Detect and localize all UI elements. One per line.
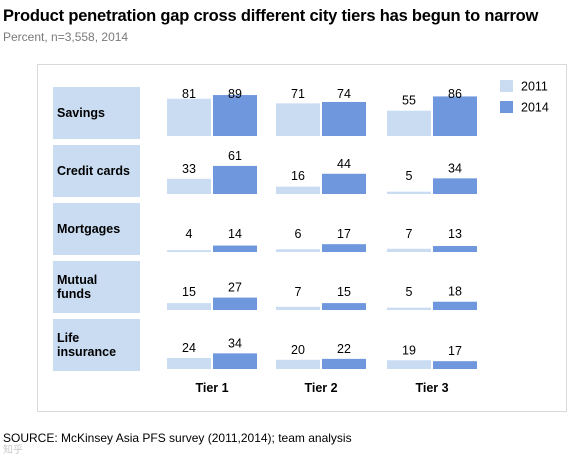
product-label: Savings [57, 106, 105, 120]
data-label-2011: 7 [406, 227, 413, 241]
data-label-2011: 4 [186, 227, 193, 241]
bar-2014 [322, 173, 366, 194]
legend-swatch [500, 80, 513, 92]
product-label: funds [57, 287, 91, 301]
data-label-2011: 15 [182, 285, 196, 299]
data-label-2014: 27 [228, 281, 242, 295]
bar-2014 [322, 244, 366, 252]
product-label-panel [53, 319, 140, 371]
bar-2014 [322, 358, 366, 369]
bar-2011 [387, 110, 431, 136]
bar-2014 [433, 178, 477, 194]
bar-2014 [433, 361, 477, 369]
bar-2014 [433, 246, 477, 252]
data-label-2014: 34 [448, 161, 462, 175]
data-label-2011: 6 [295, 227, 302, 241]
chart-frame [37, 64, 567, 412]
chart-subtitle: Percent, n=3,558, 2014 [3, 30, 129, 44]
bar-2011 [276, 306, 320, 310]
data-label-2011: 55 [402, 94, 416, 108]
data-label-2014: 22 [337, 342, 351, 356]
bar-2014 [322, 303, 366, 310]
bar-2011 [167, 98, 211, 136]
legend-swatch [500, 101, 513, 113]
source-note: SOURCE: McKinsey Asia PFS survey (2011,2… [3, 431, 352, 445]
data-label-2014: 15 [337, 285, 351, 299]
data-label-2011: 19 [402, 343, 416, 357]
product-label: insurance [57, 345, 116, 359]
product-label-panel [53, 145, 140, 197]
bar-2014 [322, 101, 366, 136]
chart-title: Product penetration gap cross different … [3, 7, 539, 25]
bar-2014 [213, 353, 257, 369]
data-label-2014: 86 [448, 87, 462, 101]
bar-2011 [387, 248, 431, 252]
data-label-2014: 17 [448, 344, 462, 358]
bar-2011 [387, 360, 431, 369]
bar-2011 [167, 178, 211, 194]
data-label-2014: 18 [448, 285, 462, 299]
product-label: Life [57, 331, 79, 345]
bar-2014 [213, 95, 257, 136]
product-label: Mortgages [57, 222, 120, 236]
product-label-panel [53, 87, 140, 139]
product-label: Mutual [57, 273, 97, 287]
tier-label: Tier 3 [415, 381, 448, 395]
data-label-2014: 61 [228, 149, 242, 163]
bar-2011 [276, 359, 320, 369]
product-label: Credit cards [57, 164, 130, 178]
bar-2014 [213, 165, 257, 194]
product-label-panel [53, 261, 140, 313]
data-label-2011: 71 [291, 87, 305, 101]
data-label-2014: 74 [337, 87, 351, 101]
bar-2011 [276, 186, 320, 194]
tier-label: Tier 2 [304, 381, 337, 395]
data-label-2014: 14 [228, 227, 242, 241]
bar-2011 [167, 357, 211, 369]
data-label-2011: 20 [291, 343, 305, 357]
data-label-2014: 17 [337, 227, 351, 241]
data-label-2011: 7 [295, 285, 302, 299]
bar-2014 [433, 301, 477, 310]
data-label-2011: 5 [406, 169, 413, 183]
legend-label: 2014 [521, 101, 549, 115]
data-label-2014: 13 [448, 227, 462, 241]
legend-label: 2011 [521, 80, 548, 94]
data-label-2014: 34 [228, 336, 242, 350]
bar-2011 [276, 249, 320, 252]
data-label-2011: 16 [291, 169, 305, 183]
bar-2011 [167, 303, 211, 310]
bar-2014 [213, 245, 257, 252]
bar-2011 [167, 250, 211, 252]
bar-2011 [387, 191, 431, 194]
data-label-2011: 24 [182, 341, 196, 355]
bar-2014 [433, 96, 477, 136]
data-label-2011: 81 [182, 87, 196, 101]
bar-2014 [213, 297, 257, 310]
watermark-logo: 知乎 [3, 445, 23, 456]
bar-2011 [276, 103, 320, 136]
bar-2011 [387, 307, 431, 310]
data-label-2014: 44 [337, 157, 351, 171]
data-label-2014: 89 [228, 87, 242, 101]
data-label-2011: 33 [182, 162, 196, 176]
data-label-2011: 5 [406, 285, 413, 299]
product-label-panel [53, 203, 140, 255]
tier-label: Tier 1 [195, 381, 228, 395]
